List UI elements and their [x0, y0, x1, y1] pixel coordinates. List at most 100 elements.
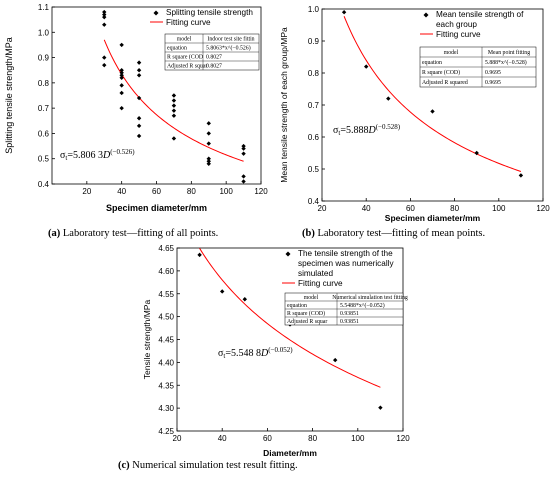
- caption-b-letter: (b): [302, 228, 315, 239]
- x-tick-label: 120: [254, 187, 268, 196]
- fit-equation: σt=5.548 8D(−0.052): [218, 346, 293, 360]
- data-point: [119, 105, 124, 111]
- chart-panel-a: 20 40 60 80 100 120 0.4 0.5 0.6 0.7 0.8 0.9 1.0 1.1 Sp…: [4, 3, 268, 213]
- data-point: [136, 123, 142, 129]
- data-point: [119, 73, 124, 78]
- stats-table-value: 0.9695: [485, 80, 501, 86]
- y-tick-label: 0.9: [38, 54, 50, 63]
- fitting-curve: [103, 39, 244, 162]
- data-point: [241, 151, 246, 156]
- x-tick-label: 80: [187, 187, 196, 196]
- stats-table-key: model: [177, 36, 192, 42]
- y-axis-label: Tensile strength/MPa: [142, 300, 152, 380]
- y-tick-label: 4.30: [158, 404, 174, 413]
- stats-table-key: Adjusted R squar: [287, 319, 327, 325]
- y-tick-label: 4.65: [158, 244, 174, 253]
- y-tick-label: 4.50: [158, 313, 174, 322]
- data-point: [341, 10, 347, 15]
- x-tick-label: 100: [492, 204, 506, 213]
- data-point: [241, 179, 246, 184]
- y-tick-label: 4.35: [158, 381, 174, 390]
- legend-marker-points: [423, 12, 429, 18]
- x-tick-label: 40: [218, 434, 227, 443]
- stats-table-key: R square (COD: [167, 53, 203, 60]
- data-point: [171, 113, 177, 118]
- data-point: [136, 133, 142, 139]
- y-tick-label: 0.8: [38, 79, 50, 88]
- stats-table: model Indoor test site fittin equation 5.80…: [164, 33, 260, 71]
- y-tick-label: 4.60: [158, 267, 174, 276]
- stats-table-key: model: [444, 50, 459, 56]
- data-point: [241, 143, 246, 149]
- legend-label-points: The tensile strength of the: [298, 249, 393, 258]
- x-axis-label: Specimen diameter/mm: [106, 203, 207, 213]
- data-point: [119, 75, 124, 80]
- fitting-curve: [199, 248, 381, 388]
- caption-a-letter: (a): [48, 228, 61, 239]
- stats-table: model Mean point fitting equation 5.888*x^(…: [419, 46, 537, 88]
- data-point: [102, 22, 107, 27]
- chart-panel-b: 20 40 60 80 100 120 0.4 0.5 0.6 0.7 0.8 0.9 1.0 Speci…: [279, 5, 550, 223]
- data-point: [206, 121, 211, 126]
- stats-table-value: Mean point fitting: [488, 49, 530, 56]
- caption-b-text: Laboratory test—fitting of mean points.: [314, 228, 486, 239]
- data-point: [386, 96, 391, 101]
- x-tick-label: 20: [173, 434, 182, 443]
- fit-equation: σt=5.888D(−0.528): [333, 123, 401, 137]
- stats-table-value: 5.888*x^(−0.528): [485, 59, 527, 66]
- stats-table-value: 0.8027: [206, 54, 222, 60]
- stats-table-value: 0.93851: [340, 319, 359, 325]
- x-tick-label: 80: [308, 434, 317, 443]
- legend-label-curve: Fitting curve: [166, 18, 211, 27]
- x-tick-label: 40: [117, 187, 126, 196]
- y-tick-label: 4.55: [158, 290, 174, 299]
- stats-table-value: 0.8027: [206, 63, 222, 69]
- caption-b: (b) Laboratory test—fitting of mean poin…: [302, 228, 485, 239]
- data-point: [136, 68, 142, 73]
- x-tick-label: 120: [536, 204, 550, 213]
- data-point: [171, 103, 177, 108]
- legend-label-points: each group: [436, 20, 477, 29]
- stats-table-value: Indoor test site fittin: [207, 35, 254, 42]
- y-tick-label: 4.25: [158, 427, 174, 436]
- data-point: [333, 357, 338, 363]
- legend-label-curve: Fitting curve: [436, 30, 481, 39]
- data-point: [102, 62, 107, 68]
- legend-label-curve: Fitting curve: [298, 279, 343, 288]
- x-tick-label: 100: [219, 187, 233, 196]
- legend-label-points: simulated: [298, 269, 333, 278]
- x-tick-label: 20: [318, 204, 327, 213]
- x-tick-label: 60: [263, 434, 272, 443]
- caption-a: (a) Laboratory test—fitting of all point…: [48, 228, 218, 239]
- stats-table-key: equation: [287, 303, 307, 309]
- data-point: [171, 98, 177, 103]
- legend-label-points: specimen was numerically: [298, 259, 394, 268]
- stats-table-value: 0.9695: [485, 70, 501, 76]
- x-axis-label: Diameter/mm: [263, 448, 317, 458]
- fitting-curve: [343, 16, 522, 172]
- data-point: [241, 174, 246, 179]
- caption-c-text: Numerical simulation test result fitting…: [129, 460, 298, 471]
- y-tick-label: 0.4: [38, 180, 50, 189]
- stats-table-key: R square (COD): [422, 69, 460, 76]
- y-tick-label: 0.8: [308, 69, 320, 78]
- stats-table-key: Adjusted R squared: [422, 80, 468, 86]
- y-tick-label: 0.6: [38, 129, 50, 138]
- legend-label-points: Mean tensile strength of: [436, 10, 524, 19]
- y-tick-label: 0.7: [38, 104, 50, 113]
- data-point: [206, 161, 211, 166]
- data-point: [474, 150, 479, 156]
- y-axis-label: Splitting tensile strength/MPa: [4, 37, 14, 154]
- data-point: [220, 289, 225, 294]
- data-point: [206, 159, 211, 164]
- x-tick-label: 120: [396, 434, 410, 443]
- x-tick-label: 60: [152, 187, 161, 196]
- data-point: [364, 64, 369, 69]
- data-point: [206, 156, 211, 161]
- stats-table-key: model: [304, 295, 319, 301]
- data-point: [102, 55, 107, 60]
